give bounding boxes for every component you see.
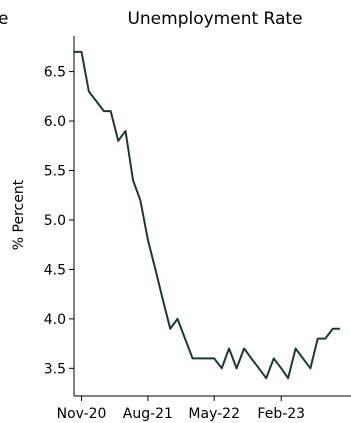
y-tick-label: 5.0 [44, 213, 66, 229]
data-point [243, 348, 245, 350]
data-point [280, 367, 282, 369]
data-point [317, 338, 319, 340]
data-point [287, 377, 289, 379]
y-tick-label: 6.5 [44, 65, 66, 81]
data-point [228, 348, 230, 350]
data-point [236, 367, 238, 369]
x-tick-label: Aug-21 [123, 406, 173, 422]
data-point [81, 51, 83, 53]
data-point [198, 357, 200, 359]
data-point [295, 348, 297, 350]
y-axis-ticks: 3.5 4.0 4.5 5.0 5.5 6.0 6.5 [44, 65, 74, 377]
data-point [125, 130, 127, 132]
data-point [103, 110, 105, 112]
data-point [139, 199, 141, 201]
y-tick-label: 4.0 [44, 312, 66, 328]
data-point [162, 298, 164, 300]
y-tick-label: 6.0 [44, 114, 66, 130]
data-point [250, 357, 252, 359]
y-tick-label: 5.5 [44, 164, 66, 180]
data-point [192, 357, 194, 359]
data-point [324, 338, 326, 340]
data-point [265, 377, 267, 379]
data-point [332, 328, 334, 330]
data-point [95, 100, 97, 102]
x-tick-label: May-22 [188, 406, 240, 422]
y-tick-label: 4.5 [44, 262, 66, 278]
data-point [273, 357, 275, 359]
data-point [309, 367, 311, 369]
series-points [73, 51, 341, 379]
data-point [213, 357, 215, 359]
data-point [154, 268, 156, 270]
y-tick-label: 3.5 [44, 361, 66, 377]
data-point [110, 110, 112, 112]
partial-left-title: e [0, 9, 8, 29]
data-point [339, 328, 341, 330]
data-point [88, 90, 90, 92]
data-point [147, 239, 149, 241]
data-point [117, 140, 119, 142]
data-point [169, 328, 171, 330]
data-point [184, 338, 186, 340]
x-tick-label: Nov-20 [57, 406, 107, 422]
y-axis-title: % Percent [11, 179, 27, 250]
data-point [221, 367, 223, 369]
unemployment-series-line [74, 50, 341, 380]
data-point [206, 357, 208, 359]
data-point [177, 318, 179, 320]
data-point [302, 357, 304, 359]
data-point [132, 179, 134, 181]
chart-title: Unemployment Rate [127, 9, 302, 29]
data-point [258, 367, 260, 369]
x-axis-ticks: Nov-20 Aug-21 May-22 Feb-23 [57, 396, 305, 422]
x-tick-label: Feb-23 [257, 406, 305, 422]
